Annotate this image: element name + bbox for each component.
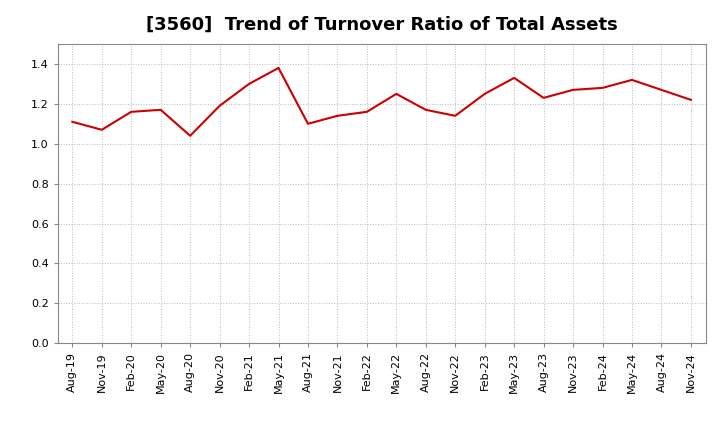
Title: [3560]  Trend of Turnover Ratio of Total Assets: [3560] Trend of Turnover Ratio of Total … bbox=[145, 16, 618, 34]
